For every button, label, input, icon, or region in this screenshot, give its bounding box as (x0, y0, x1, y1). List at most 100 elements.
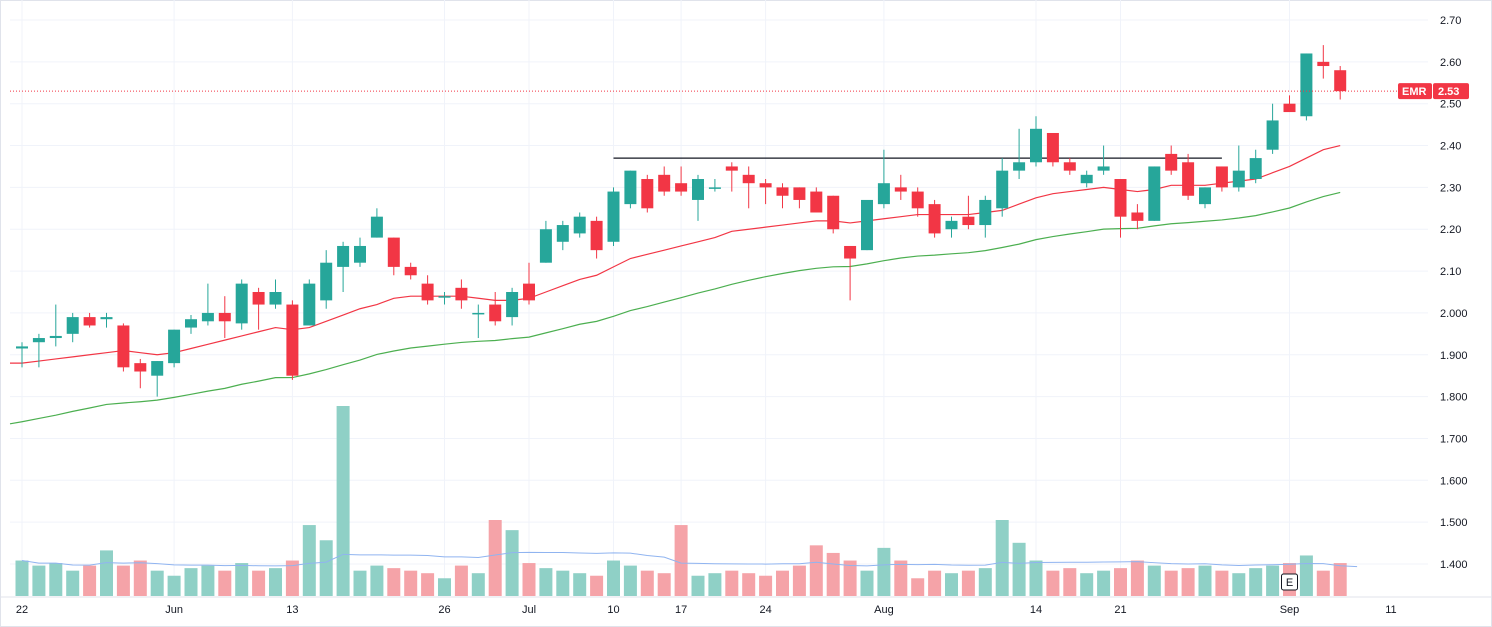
candle-body (16, 346, 28, 348)
volume-bar (1317, 571, 1330, 596)
candle-body (1317, 62, 1329, 66)
candle-body (895, 187, 907, 191)
candle-body (878, 183, 890, 204)
volume-bar (201, 566, 214, 596)
candle-body (371, 217, 383, 238)
volume-bar (83, 566, 96, 596)
candle-body (929, 204, 941, 233)
candle-body (1047, 133, 1059, 162)
volume-bar (996, 520, 1009, 596)
x-tick-label: 11 (1385, 604, 1396, 616)
volume-bar (1097, 571, 1110, 596)
volume-bar (185, 568, 198, 596)
volume-bar (117, 566, 130, 596)
candle-body (1064, 162, 1076, 170)
volume-bar (877, 548, 890, 596)
y-tick-label: 1.700 (1440, 433, 1468, 445)
volume-bar (455, 566, 468, 596)
earnings-marker-label: E (1286, 577, 1293, 589)
candle-body (1098, 166, 1110, 170)
volume-bar (1300, 555, 1313, 596)
candle-body (675, 183, 687, 191)
candle-body (405, 267, 417, 275)
candle-body (354, 246, 366, 263)
candle-body (1013, 162, 1025, 170)
volume-bar (1249, 568, 1262, 596)
y-tick-label: 1.600 (1440, 475, 1468, 487)
y-tick-label: 1.800 (1440, 392, 1468, 404)
volume-bar (1080, 573, 1093, 596)
candle-body (624, 171, 636, 204)
volume-bar (945, 573, 958, 596)
volume-bar (675, 525, 688, 596)
volume-bar (320, 540, 333, 596)
x-tick-label: Aug (874, 604, 894, 616)
candle-body (1115, 179, 1127, 217)
volume-bar (1148, 566, 1161, 596)
candle-body (455, 288, 467, 301)
x-tick-label: 17 (675, 604, 687, 616)
candle-body (574, 217, 586, 234)
y-tick-label: 1.400 (1440, 559, 1468, 571)
volume-bar (776, 571, 789, 596)
candle-body (608, 192, 620, 242)
candle-body (912, 192, 924, 209)
x-tick-label: 10 (607, 604, 619, 616)
volume-bar (489, 520, 502, 596)
volume-bar (151, 571, 164, 596)
candle-body (946, 221, 958, 229)
volume-bar (303, 525, 316, 596)
candle-body (1182, 162, 1194, 195)
y-tick-label: 2.20 (1440, 224, 1461, 236)
candle-body (286, 305, 298, 376)
volume-bar (370, 566, 383, 596)
candle-body (388, 238, 400, 267)
candle-body (84, 317, 96, 325)
candle-body (557, 225, 569, 242)
candle-body (489, 305, 501, 322)
candle-body (760, 183, 772, 187)
volume-bar (337, 406, 350, 596)
volume-bar (32, 566, 45, 596)
candle-body (1131, 212, 1143, 220)
volume-bar (1063, 568, 1076, 596)
volume-bar (962, 571, 975, 596)
y-tick-label: 1.500 (1440, 517, 1468, 529)
candle-body (117, 325, 129, 367)
candle-body (320, 263, 332, 301)
volume-bar (539, 568, 552, 596)
y-tick-label: 2.40 (1440, 141, 1461, 153)
candle-body (253, 292, 265, 305)
volume-bar (523, 563, 536, 596)
candle-body (1030, 129, 1042, 162)
x-tick-label: 14 (1030, 604, 1042, 616)
volume-bar (235, 563, 248, 596)
volume-bar (641, 571, 654, 596)
candle-body (1148, 166, 1160, 220)
candle-body (1267, 120, 1279, 149)
y-tick-label: 2.70 (1440, 15, 1461, 27)
volume-bar (1131, 561, 1144, 596)
candle-body (439, 296, 451, 298)
candle-body (1233, 171, 1245, 188)
candle-body (1216, 166, 1228, 187)
candle-body (591, 221, 603, 250)
volume-bar (354, 571, 367, 596)
volume-bar (218, 571, 231, 596)
volume-bar (49, 563, 62, 596)
y-tick-label: 2.10 (1440, 266, 1461, 278)
x-tick-label: 26 (438, 604, 450, 616)
volume-bar (1215, 571, 1228, 596)
candle-body (743, 175, 755, 183)
volume-bar (404, 571, 417, 596)
volume-bar (1232, 573, 1245, 596)
candle-body (1165, 154, 1177, 171)
volume-bar (387, 568, 400, 596)
volume-bar (742, 573, 755, 596)
volume-bar (1334, 563, 1347, 596)
candle-body (134, 363, 146, 371)
volume-bar (252, 571, 265, 596)
volume-bar (658, 573, 671, 596)
